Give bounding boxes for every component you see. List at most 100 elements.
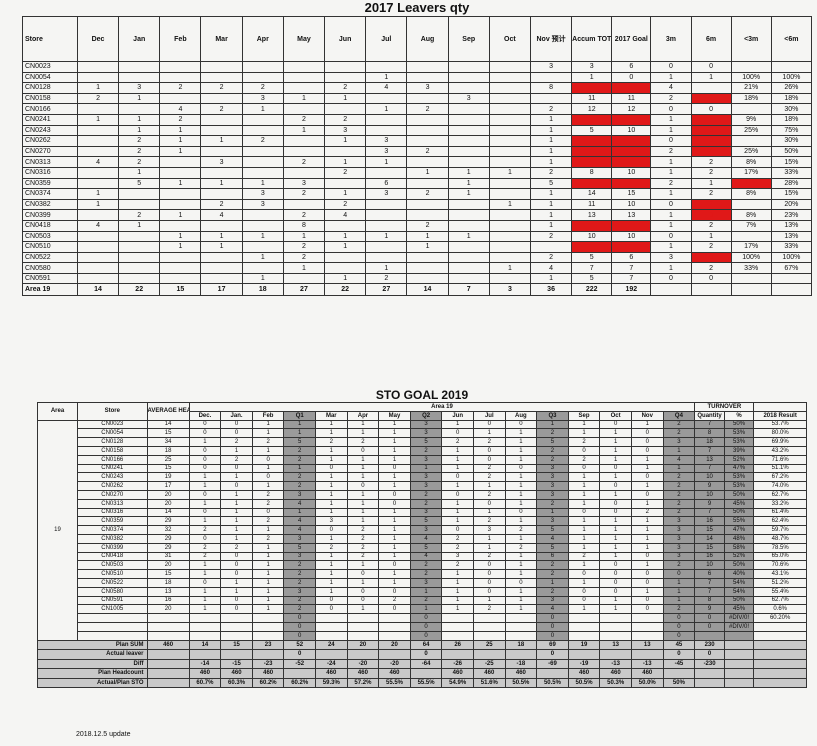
month-cell [346, 613, 380, 623]
table-row: 0 0 0 0 [38, 630, 807, 641]
store-cell: CN0503 [22, 230, 78, 243]
month-cell: 3 [662, 437, 696, 447]
month-cell [76, 209, 120, 221]
month-cell: 1 [378, 437, 411, 447]
table-row: 0 0 0 0 0 #DIV/0! 60.20% [38, 613, 807, 623]
month-cell: 2 [662, 481, 696, 491]
month-cell: 2 [220, 542, 253, 553]
month-cell: 1 [536, 577, 569, 588]
heads-cell: 34 [146, 437, 190, 447]
month-cell: 0 [599, 481, 632, 491]
total-label: Area 19 [22, 283, 78, 297]
table-row: CN0241 1 1 2 2 2 1 1 2 9% 18% [22, 113, 813, 126]
month-cell: 1 [630, 454, 664, 465]
month-cell: 0 [441, 489, 474, 500]
month-cell: 4 [662, 454, 696, 465]
store-cell [77, 613, 148, 623]
m3-cell: 2 [650, 177, 692, 190]
goal-cell [611, 82, 652, 94]
month-cell: 3 [365, 135, 408, 147]
leavers-table: Store Dec Jan Feb Mar Apr May Jun Jul Aug Sep Oct No… [22, 16, 813, 297]
month-cell: 2 [251, 533, 285, 544]
month-cell: 1 [504, 445, 538, 456]
month-cell [630, 630, 664, 641]
month-cell: 2 [529, 166, 573, 179]
month-header: Dec. [188, 410, 222, 421]
quantity-cell: 7 [694, 445, 725, 456]
lt3-cell [730, 61, 772, 73]
month-cell [282, 71, 326, 84]
lt6-cell: 15% [770, 188, 813, 200]
month-cell: 2 [220, 454, 253, 465]
summary-cell [504, 649, 538, 660]
heads-cell: 18 [146, 445, 190, 456]
month-cell: 1 [504, 604, 538, 615]
month-cell: 1 [630, 419, 664, 430]
m6-cell: 2 [690, 166, 732, 179]
month-cell: 0 [472, 445, 506, 456]
lt6-cell: 50% [770, 145, 813, 158]
month-cell: 0 [472, 419, 506, 430]
summary-cell [472, 649, 506, 660]
month-cell [282, 135, 326, 147]
summary-cell: 460 [630, 668, 664, 679]
month-cell [447, 251, 490, 264]
month-cell: 2 [283, 604, 317, 615]
month-cell [472, 613, 506, 623]
month-cell [324, 219, 367, 232]
month-cell: 3 [406, 82, 449, 94]
m3-cell: 1 [650, 156, 692, 168]
quantity-cell [694, 668, 725, 679]
percent-cell: #DIV/0! [723, 621, 755, 632]
month-cell [159, 156, 202, 168]
m6-cell: 3 [690, 251, 732, 264]
month-cell: 3 [365, 145, 408, 158]
month-cell: 0 [251, 472, 285, 483]
month-cell: 0 [504, 507, 538, 518]
lt6-cell: 15% [770, 156, 813, 168]
month-cell: 1 [504, 586, 538, 597]
goal-cell: 6 [611, 251, 652, 264]
month-cell: 0 [188, 445, 222, 456]
month-cell: 0 [315, 463, 348, 474]
table-row: CN0359 29 1 1 2 4 3 1 1 5 1 2 1 3 1 1 1 3 16 55% 62.4% [38, 516, 807, 527]
total-month-cell: 14 [406, 283, 449, 297]
percent-cell: 50% [723, 489, 755, 500]
month-cell: 1 [241, 251, 284, 264]
month-cell: 1 [599, 472, 632, 483]
month-cell: 2 [283, 595, 317, 606]
month-cell: 2 [409, 498, 443, 509]
month-cell [441, 621, 474, 632]
month-cell: 2 [282, 156, 326, 168]
m6-cell: 2 [690, 262, 732, 274]
month-cell: 1 [447, 230, 490, 243]
month-cell: 2 [472, 604, 506, 615]
month-cell: 1 [188, 516, 222, 527]
area19-header: Area 19 [188, 402, 696, 412]
percent-cell: 45% [723, 604, 755, 615]
month-cell: 0 [251, 454, 285, 465]
month-cell: 1 [406, 230, 449, 243]
month-cell: 0 [599, 586, 632, 597]
lt3-cell: 33% [730, 262, 772, 274]
summary-cell: -15 [220, 658, 253, 669]
month-cell: 1 [378, 481, 411, 491]
month-header: Q1 [283, 410, 317, 421]
quantity-cell: 9 [694, 604, 725, 615]
month-cell: 1 [315, 569, 348, 579]
percent-cell: 53% [723, 481, 755, 491]
month-cell: 2 [378, 595, 411, 606]
summary-label: Diff [37, 658, 148, 669]
month-cell: 2 [315, 437, 348, 447]
heads-cell [146, 613, 190, 623]
month-cell [529, 241, 573, 253]
quantity-cell: 7 [694, 463, 725, 474]
month-cell: 0 [567, 445, 601, 456]
summary-cell: 460 [599, 668, 632, 679]
month-cell: 0 [504, 419, 538, 430]
store-cell: CN0262 [22, 135, 78, 147]
month-cell [159, 92, 202, 105]
heads-cell: 25 [146, 454, 190, 465]
lt3-cell: 8% [730, 156, 772, 168]
empty-cell [753, 658, 807, 669]
